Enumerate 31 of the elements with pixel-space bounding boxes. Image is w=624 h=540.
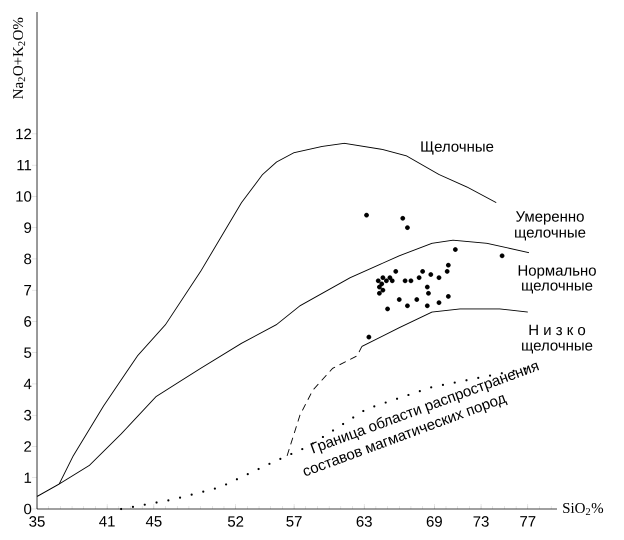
annotation: щелочные <box>522 342 592 354</box>
x-tick-label: 73 <box>474 516 489 527</box>
y-tick-label: 1 <box>24 472 32 483</box>
y-tick-label: 3 <box>24 410 32 420</box>
y-tick-label: 5 <box>24 347 32 358</box>
x-tick-label: 77 <box>520 516 536 526</box>
annotation: Нормально <box>518 265 596 279</box>
annotation: Умеренно <box>516 211 584 225</box>
annotation: Н и з к о <box>529 324 586 336</box>
x-axis-title: SiO$_{2}$% <box>563 502 604 516</box>
x-tick-label: 52 <box>228 516 244 527</box>
x-tick-label: 63 <box>356 516 372 527</box>
x-tick-label: 41 <box>99 516 115 526</box>
y-tick-label: 10 <box>16 191 32 202</box>
y-tick-label: 2 <box>24 441 32 452</box>
x-tick-label: 69 <box>426 516 442 527</box>
annotation: щелочные <box>515 229 586 240</box>
y-tick-label: 4 <box>24 378 32 390</box>
y-axis-title: Na$_{2}$O+K$_{2}$O% <box>12 18 26 99</box>
y-tick-label: 9 <box>24 222 32 233</box>
y-tick-label: 6 <box>24 316 32 327</box>
y-tick-label: 0 <box>24 504 32 514</box>
y-tick-label: 8 <box>24 254 32 264</box>
y-tick-label: 11 <box>17 160 32 170</box>
x-tick-label: 45 <box>146 516 162 527</box>
x-tick-label: 57 <box>286 516 302 527</box>
x-tick-label: 35 <box>29 516 45 527</box>
annotation: щелочные <box>522 282 592 294</box>
annotation: Щелочные <box>421 141 494 155</box>
y-tick-label: 7 <box>24 285 32 296</box>
y-tick-label: 12 <box>16 128 32 140</box>
